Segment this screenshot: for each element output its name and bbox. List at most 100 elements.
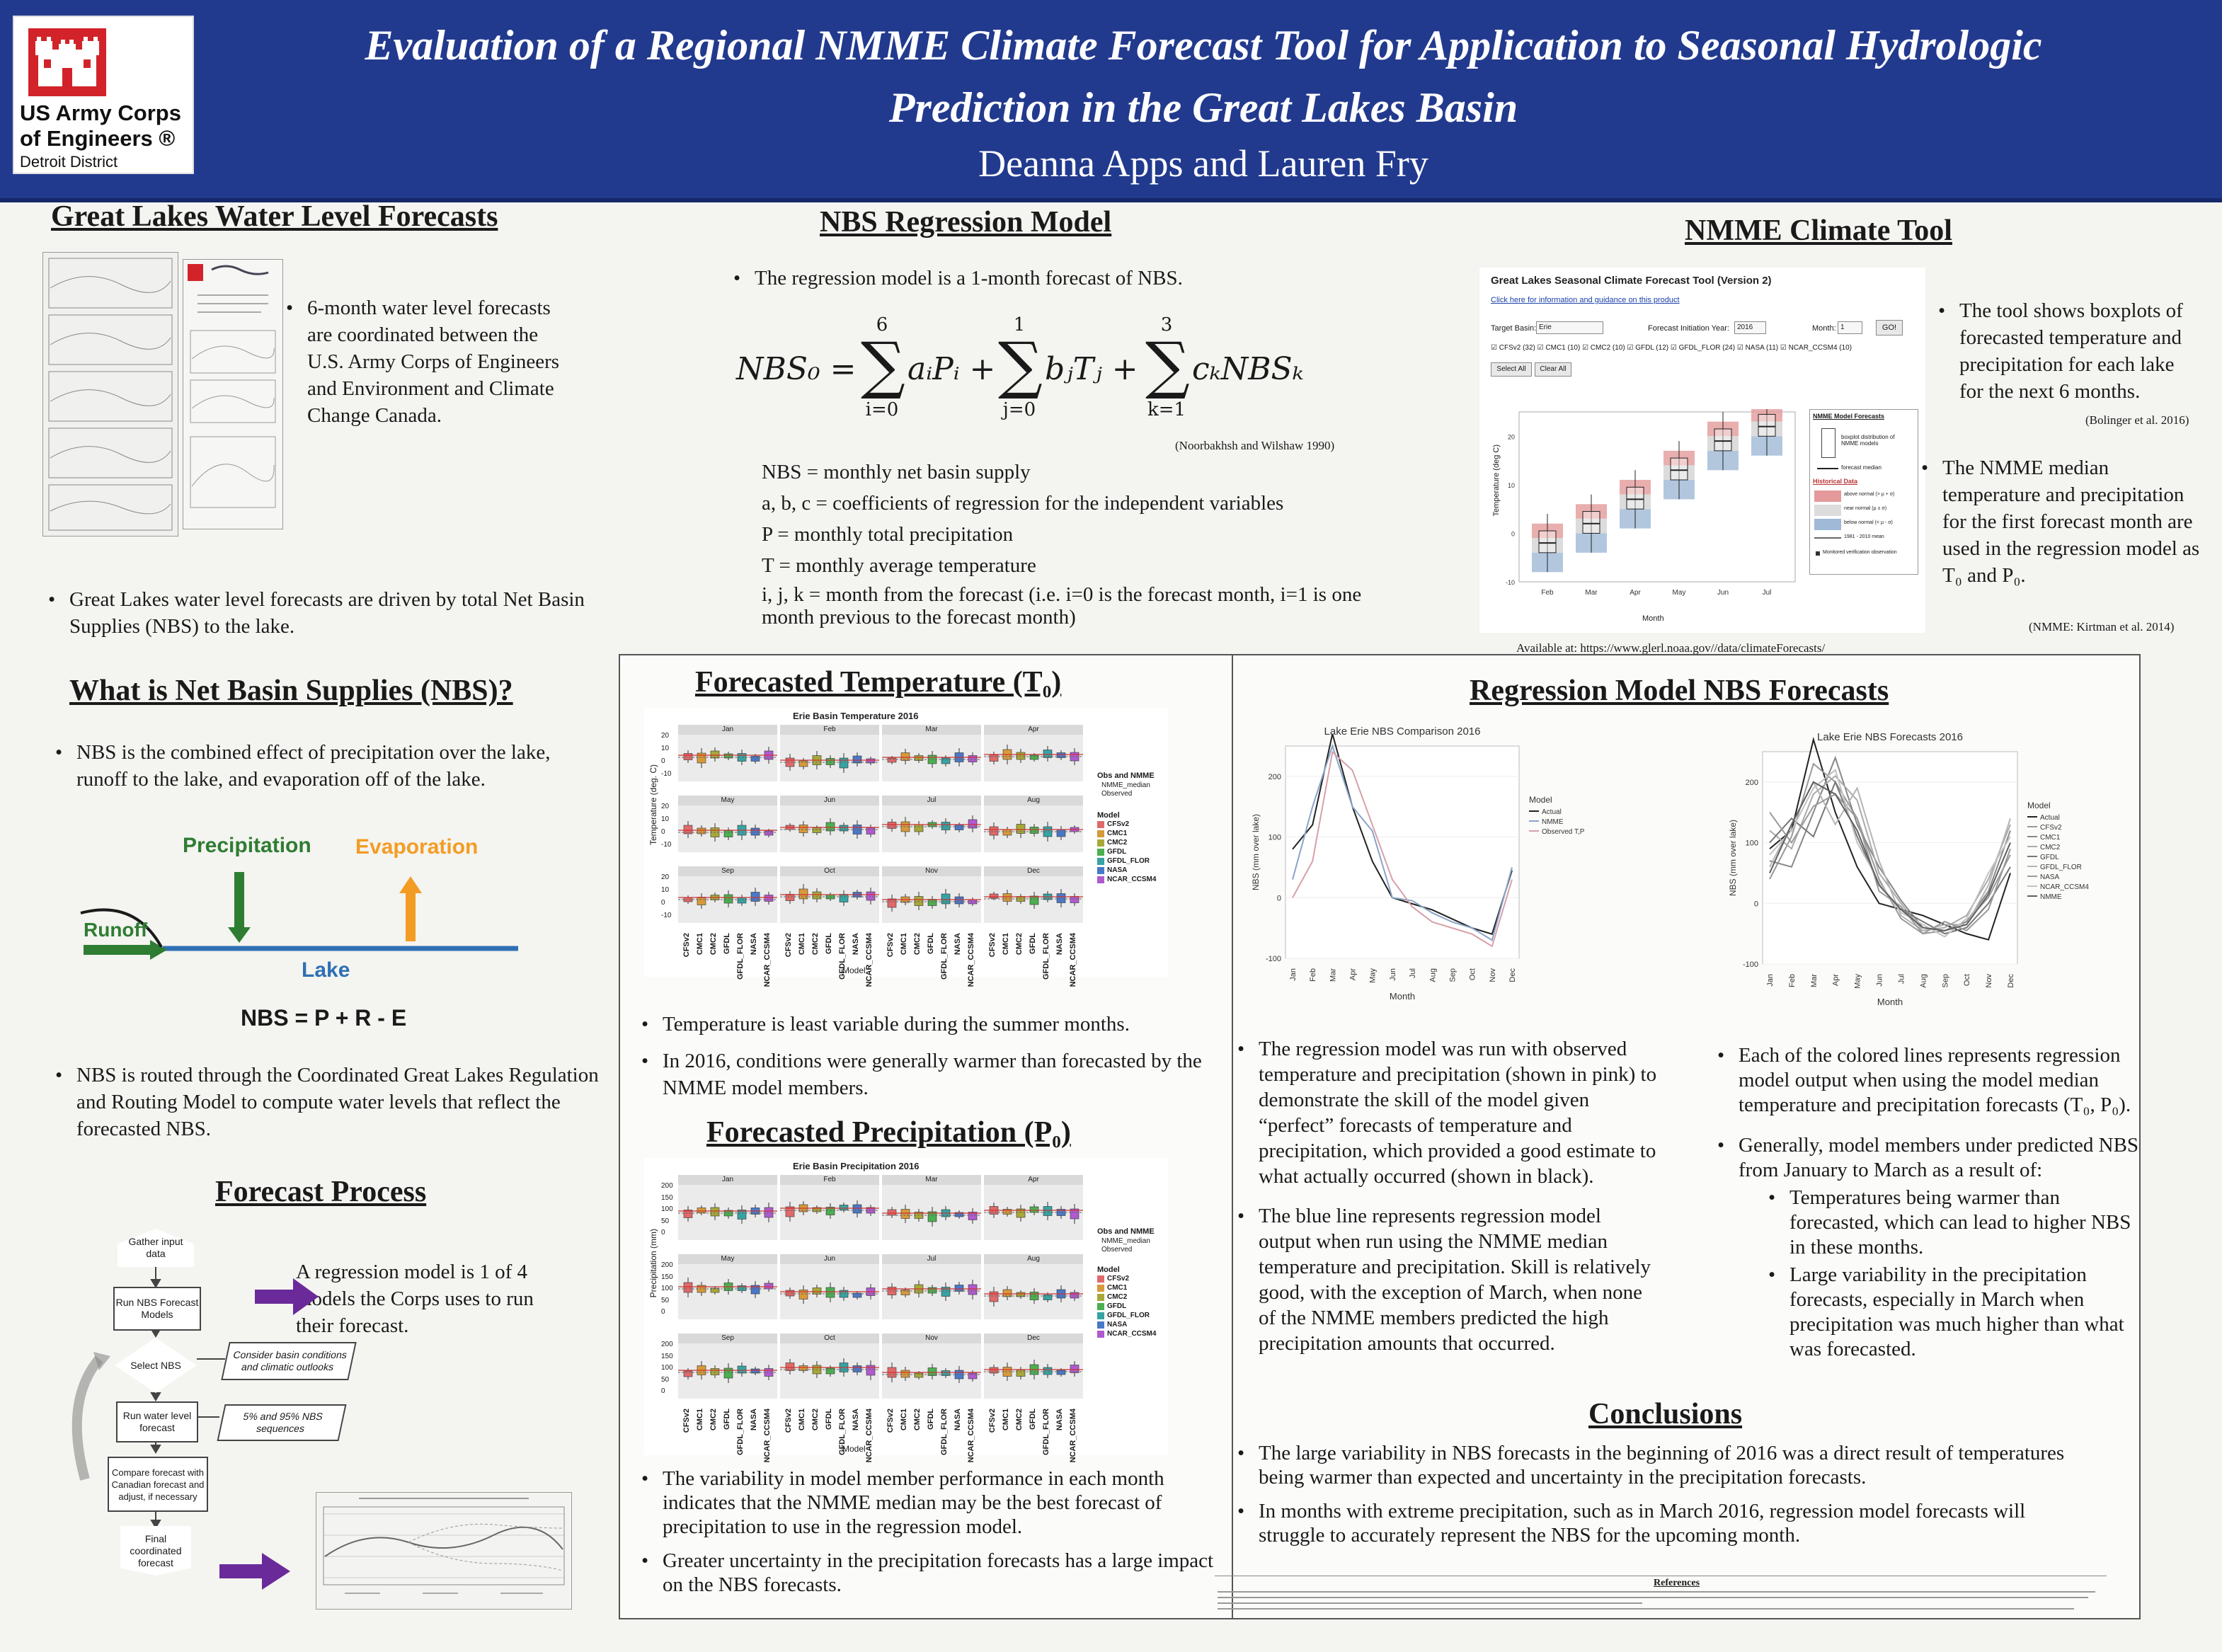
tool-target-select[interactable]: Erie xyxy=(1536,321,1603,334)
facet-boxes xyxy=(678,1361,777,1383)
plot-area xyxy=(1285,745,1520,959)
model-legend-swatch xyxy=(1097,858,1104,865)
box-gfdl xyxy=(723,894,733,904)
box-cfsv2 xyxy=(887,1287,897,1295)
box-cmc2 xyxy=(812,827,822,833)
box-ncar_ccsm4 xyxy=(1070,1365,1079,1373)
box-body xyxy=(1626,486,1644,510)
box-gfdl_flor xyxy=(1043,1295,1053,1300)
facet-panel xyxy=(984,1343,1083,1399)
facet-x-tick: CFSv2 xyxy=(682,1409,691,1433)
facet-x-tick: NCAR_CCSM4 xyxy=(763,933,772,987)
nbs-forecasts-chart: Lake Erie NBS Forecasts 2016 -100 0 100 200 J… xyxy=(1728,731,2089,1007)
box-cmc2 xyxy=(914,824,924,832)
nbs-diagram xyxy=(80,872,518,960)
facet-y-tick: 50 xyxy=(661,1375,670,1384)
box-gfdl_flor xyxy=(1043,750,1053,758)
facet-x-tick: GFDL xyxy=(1029,1409,1037,1430)
facet-x-tick: CFSv2 xyxy=(886,933,895,958)
box-cfsv2 xyxy=(887,757,897,763)
fprecip-bullets: The variability in model member performa… xyxy=(637,1467,1218,1607)
box-nasa xyxy=(1056,1370,1066,1375)
y-axis-label: NBS (mm over lake) xyxy=(1251,814,1261,890)
facet-label-jan: Jan xyxy=(678,1175,777,1185)
box-ncar_ccsm4 xyxy=(1070,1208,1079,1220)
flow-nbs-sequences: 5% and 95% NBS sequences xyxy=(217,1404,347,1441)
box-cfsv2 xyxy=(989,826,999,836)
precip-facet-chart: Erie Basin Precipitation 2016 Precipitat… xyxy=(644,1158,1168,1462)
facet-panel xyxy=(984,876,1083,923)
box-cmc2 xyxy=(710,1287,720,1293)
facet-label-dec: Dec xyxy=(984,866,1083,876)
box-gfdl_flor xyxy=(941,822,951,830)
box-ncar_ccsm4 xyxy=(1070,896,1079,903)
tool-boxplot-chart: Feb Mar Apr May Jun Jul -10 0 10 20 xyxy=(1506,409,1796,597)
facet-x-tick: CMC2 xyxy=(913,933,922,956)
box-cfsv2 xyxy=(989,893,999,899)
facet-boxes xyxy=(678,747,777,768)
legend-box-icon xyxy=(1821,428,1836,458)
y-tick: 100 xyxy=(1269,834,1281,842)
box-ncar_ccsm4 xyxy=(866,1365,876,1376)
tool-clear-all-button[interactable]: Clear All xyxy=(1535,362,1571,377)
model-legend-label: CFSv2 xyxy=(1107,1275,1130,1283)
x-tick: Apr xyxy=(1349,968,1358,980)
tool-legend: NMME Model Forecasts boxplot distributio… xyxy=(1809,409,1918,575)
facet-y-tick: 200 xyxy=(661,1261,673,1269)
tool-info-link[interactable]: Click here for information and guidance … xyxy=(1491,296,1680,304)
x-tick: Feb xyxy=(1309,968,1317,982)
flow-final-forecast: Final coordinated forecast xyxy=(120,1526,191,1576)
facet-panel xyxy=(678,735,777,781)
tool-select-all-button[interactable]: Select All xyxy=(1491,362,1532,377)
box-gfdl xyxy=(825,1367,835,1375)
box-cfsv2 xyxy=(683,1282,693,1293)
box-body xyxy=(1582,511,1600,534)
box-gfdl_flor xyxy=(839,894,849,902)
box-nasa xyxy=(1056,893,1066,903)
box-gfdl_flor xyxy=(737,897,747,904)
facet-panel xyxy=(780,735,879,781)
facet-boxes xyxy=(678,1278,777,1298)
box-cmc1 xyxy=(798,825,808,833)
box-cmc2 xyxy=(710,1368,720,1375)
def-temp: T = monthly average temperature xyxy=(762,554,1036,577)
tool-model-checkboxes[interactable]: ☑ CFSv2 (32) ☑ CMC1 (10) ☑ CMC2 (10) ☑ G… xyxy=(1491,344,1852,352)
sum3-lower: k=1 xyxy=(1147,399,1186,420)
facet-panel xyxy=(882,735,981,781)
tool-year-select[interactable]: 2016 xyxy=(1734,321,1766,334)
def-nbs: NBS = monthly net basin supply xyxy=(762,461,1031,483)
facet-label-oct: Oct xyxy=(780,866,879,876)
box-cmc1 xyxy=(697,752,706,764)
box-ncar_ccsm4 xyxy=(968,1284,978,1295)
facet-boxes xyxy=(678,888,777,909)
facet-x-tick: CFSv2 xyxy=(784,933,793,958)
y-tick: 0 xyxy=(1754,900,1758,908)
tool-legend-median: forecast median xyxy=(1841,464,1882,471)
tool-go-button[interactable]: GO! xyxy=(1876,320,1903,335)
legend-obs-icon xyxy=(1816,551,1820,556)
tool-legend-obs: Monitored verification observation xyxy=(1823,550,1897,555)
box-cmc1 xyxy=(798,888,808,900)
facet-boxes xyxy=(984,889,1083,909)
tool-month-select[interactable]: 1 xyxy=(1838,321,1862,334)
temp-xlabel: Model xyxy=(842,965,866,975)
facet-label-aug: Aug xyxy=(984,796,1083,805)
box-cfsv2 xyxy=(683,1370,693,1377)
legend-label: NMME xyxy=(2040,893,2062,901)
fprecip-heading: Forecasted Precipitation (P₀) xyxy=(706,1116,1071,1149)
model-legend-swatch xyxy=(1097,876,1104,883)
box-cmc1 xyxy=(697,897,706,905)
model-legend-label: NASA xyxy=(1107,866,1128,874)
nbs-bullet2-text: NBS is routed through the Coordinated Gr… xyxy=(51,1062,603,1142)
rm-left-bullet1-text: The regression model was run with observ… xyxy=(1233,1036,1658,1189)
box-body xyxy=(1538,530,1557,553)
box-gfdl xyxy=(1029,827,1039,834)
facet-y-tick: 100 xyxy=(661,1364,673,1372)
logo-line1: US Army Corps xyxy=(20,101,181,125)
box-cmc2 xyxy=(914,755,924,761)
temp-legend-median: NMME_median xyxy=(1101,781,1150,789)
rm-right-sub2-text: Large variability in the precipitation f… xyxy=(1764,1263,2152,1362)
tool-legend-box: boxplot distribution of NMME models xyxy=(1841,434,1895,447)
facet-y-tick: 0 xyxy=(661,1387,665,1395)
x-tick: Sep xyxy=(1941,974,1949,988)
